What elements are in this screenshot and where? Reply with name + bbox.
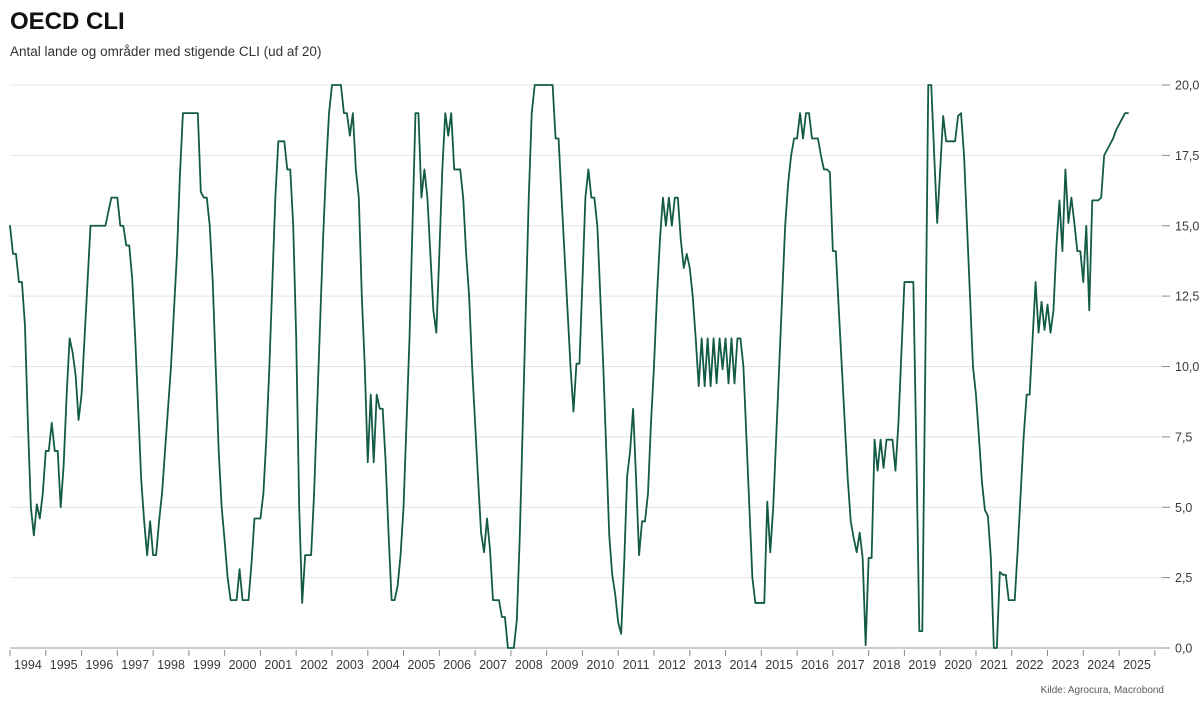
x-tick-label: 2007 — [479, 658, 507, 672]
source-note: Kilde: Agrocura, Macrobond — [1040, 685, 1164, 696]
x-tick-label: 2000 — [229, 658, 257, 672]
x-tick-label: 2003 — [336, 658, 364, 672]
x-tick-label: 1997 — [121, 658, 149, 672]
y-tick-label: 5,0 — [1175, 501, 1192, 515]
x-tick-label: 1996 — [85, 658, 113, 672]
x-tick-label: 2004 — [372, 658, 400, 672]
x-tick-label: 2021 — [980, 658, 1008, 672]
x-tick-label: 2014 — [729, 658, 757, 672]
x-tick-label: 2022 — [1016, 658, 1044, 672]
y-tick-label: 20,0 — [1175, 79, 1199, 93]
y-tick-label: 7,5 — [1175, 430, 1192, 444]
x-tick-label: 1994 — [14, 658, 42, 672]
x-tick-label: 2006 — [443, 658, 471, 672]
x-tick-label: 2008 — [515, 658, 543, 672]
y-tick-label: 0,0 — [1175, 642, 1192, 656]
page-title: OECD CLI — [10, 8, 125, 35]
x-tick-label: 2005 — [407, 658, 435, 672]
x-tick-label: 2018 — [873, 658, 901, 672]
x-tick-label: 2025 — [1123, 658, 1151, 672]
y-tick-label: 2,5 — [1175, 571, 1192, 585]
y-tick-label: 17,5 — [1175, 149, 1199, 163]
chart-subtitle: Antal lande og områder med stigende CLI … — [10, 44, 322, 59]
x-tick-label: 2024 — [1087, 658, 1115, 672]
x-tick-label: 2010 — [586, 658, 614, 672]
x-tick-label: 2023 — [1051, 658, 1079, 672]
x-tick-label: 2012 — [658, 658, 686, 672]
y-tick-label: 10,0 — [1175, 360, 1199, 374]
y-tick-label: 15,0 — [1175, 219, 1199, 233]
x-tick-label: 2020 — [944, 658, 972, 672]
cli-series-line — [9, 84, 1129, 649]
x-tick-label: 2013 — [694, 658, 722, 672]
x-tick-label: 2019 — [908, 658, 936, 672]
x-tick-label: 1998 — [157, 658, 185, 672]
x-tick-label: 2002 — [300, 658, 328, 672]
x-tick-label: 1999 — [193, 658, 221, 672]
x-tick-label: 1995 — [50, 658, 78, 672]
y-tick-label: 12,5 — [1175, 290, 1199, 304]
x-tick-label: 2015 — [765, 658, 793, 672]
x-tick-label: 2009 — [551, 658, 579, 672]
x-tick-label: 2011 — [623, 658, 650, 672]
x-tick-label: 2017 — [837, 658, 865, 672]
x-tick-label: 2001 — [264, 658, 292, 672]
x-tick-label: 2016 — [801, 658, 829, 672]
